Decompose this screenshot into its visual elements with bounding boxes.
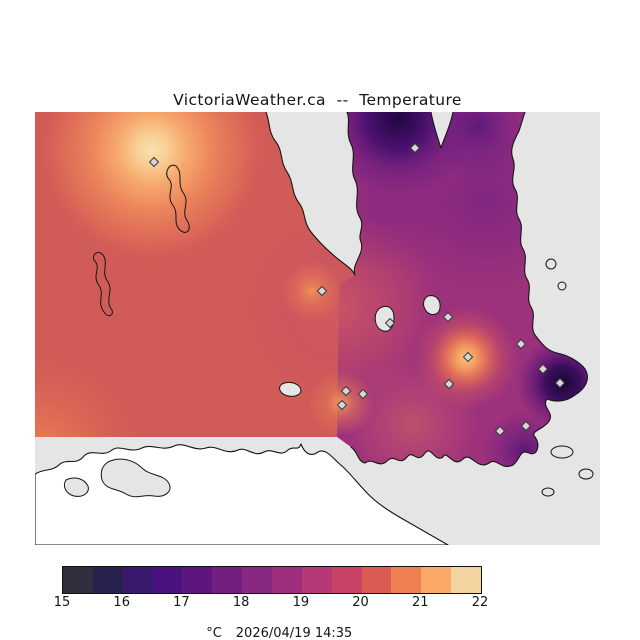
island-se-1 xyxy=(550,445,574,459)
island-haro-2 xyxy=(557,281,567,291)
colorbar-tick-label: 18 xyxy=(232,595,250,610)
unit-label: °C xyxy=(206,626,222,640)
station-marker xyxy=(443,378,455,390)
station-marker xyxy=(554,377,566,389)
station-marker xyxy=(409,142,421,154)
colorbar-tick-label: 15 xyxy=(53,595,71,610)
lake-outline-west-1 xyxy=(166,164,190,233)
lake-outline-west-2 xyxy=(93,251,113,317)
colorbar-segment xyxy=(451,567,482,593)
station-marker xyxy=(148,156,160,168)
sooke-harbour xyxy=(63,477,89,497)
colorbar-segment xyxy=(272,567,302,593)
colorbar xyxy=(62,566,482,594)
station-marker xyxy=(462,351,474,363)
coastline-peninsula-main xyxy=(350,112,588,467)
colorbar-segment xyxy=(152,567,183,593)
station-marker xyxy=(336,399,348,411)
colorbar-segment xyxy=(63,567,93,593)
temperature-gradient-overlays xyxy=(35,112,588,467)
station-marker xyxy=(537,363,549,375)
station-marker xyxy=(442,311,454,323)
colorbar-segment xyxy=(391,567,422,593)
lake-elk xyxy=(374,305,395,332)
station-marker xyxy=(494,425,506,437)
colorbar-tick-label: 21 xyxy=(412,595,429,610)
colorbar-segment xyxy=(421,567,452,593)
colorbar-segment xyxy=(122,567,153,593)
page-title: VictoriaWeather.ca -- Temperature xyxy=(173,91,462,109)
coastline-peninsula-west xyxy=(346,112,363,276)
colorbar-caption: °C 2026/04/19 14:35 xyxy=(62,611,480,640)
island-se-2 xyxy=(578,468,594,480)
station-marker xyxy=(357,388,369,400)
colorbar-tick-label: 22 xyxy=(471,595,489,610)
colorbar-tick-label: 19 xyxy=(292,595,310,610)
station-marker xyxy=(316,285,328,297)
colorbar-segment xyxy=(361,567,392,593)
colorbar-tick-label: 17 xyxy=(173,595,190,610)
colorbar-segment xyxy=(242,567,273,593)
lake-langford xyxy=(279,381,302,397)
station-marker xyxy=(520,420,532,432)
colorbar-segment xyxy=(182,567,213,593)
weather-map xyxy=(35,112,600,545)
lake-prospect xyxy=(423,295,441,316)
colorbar-segment xyxy=(331,567,362,593)
coastline-north-notch xyxy=(430,112,454,149)
island-haro-1 xyxy=(545,258,557,270)
colorbar-segment xyxy=(301,567,332,593)
colorbar-segment xyxy=(212,567,243,593)
colorbar-segment xyxy=(92,567,123,593)
colorbar-segments xyxy=(63,567,482,593)
station-marker xyxy=(340,385,352,397)
sooke-basin xyxy=(100,458,171,498)
stations-layer xyxy=(148,142,566,437)
colorbar-tick-label: 20 xyxy=(352,595,369,610)
colorbar-tick-label: 16 xyxy=(113,595,130,610)
coastline-saanich-inlet-west xyxy=(265,112,356,276)
station-marker xyxy=(515,338,527,350)
island-se-3 xyxy=(541,487,555,497)
station-marker xyxy=(384,317,396,329)
colorbar-ticks: 15 16 17 18 19 20 21 22 xyxy=(0,595,640,611)
timestamp: 2026/04/19 14:35 xyxy=(235,626,353,640)
